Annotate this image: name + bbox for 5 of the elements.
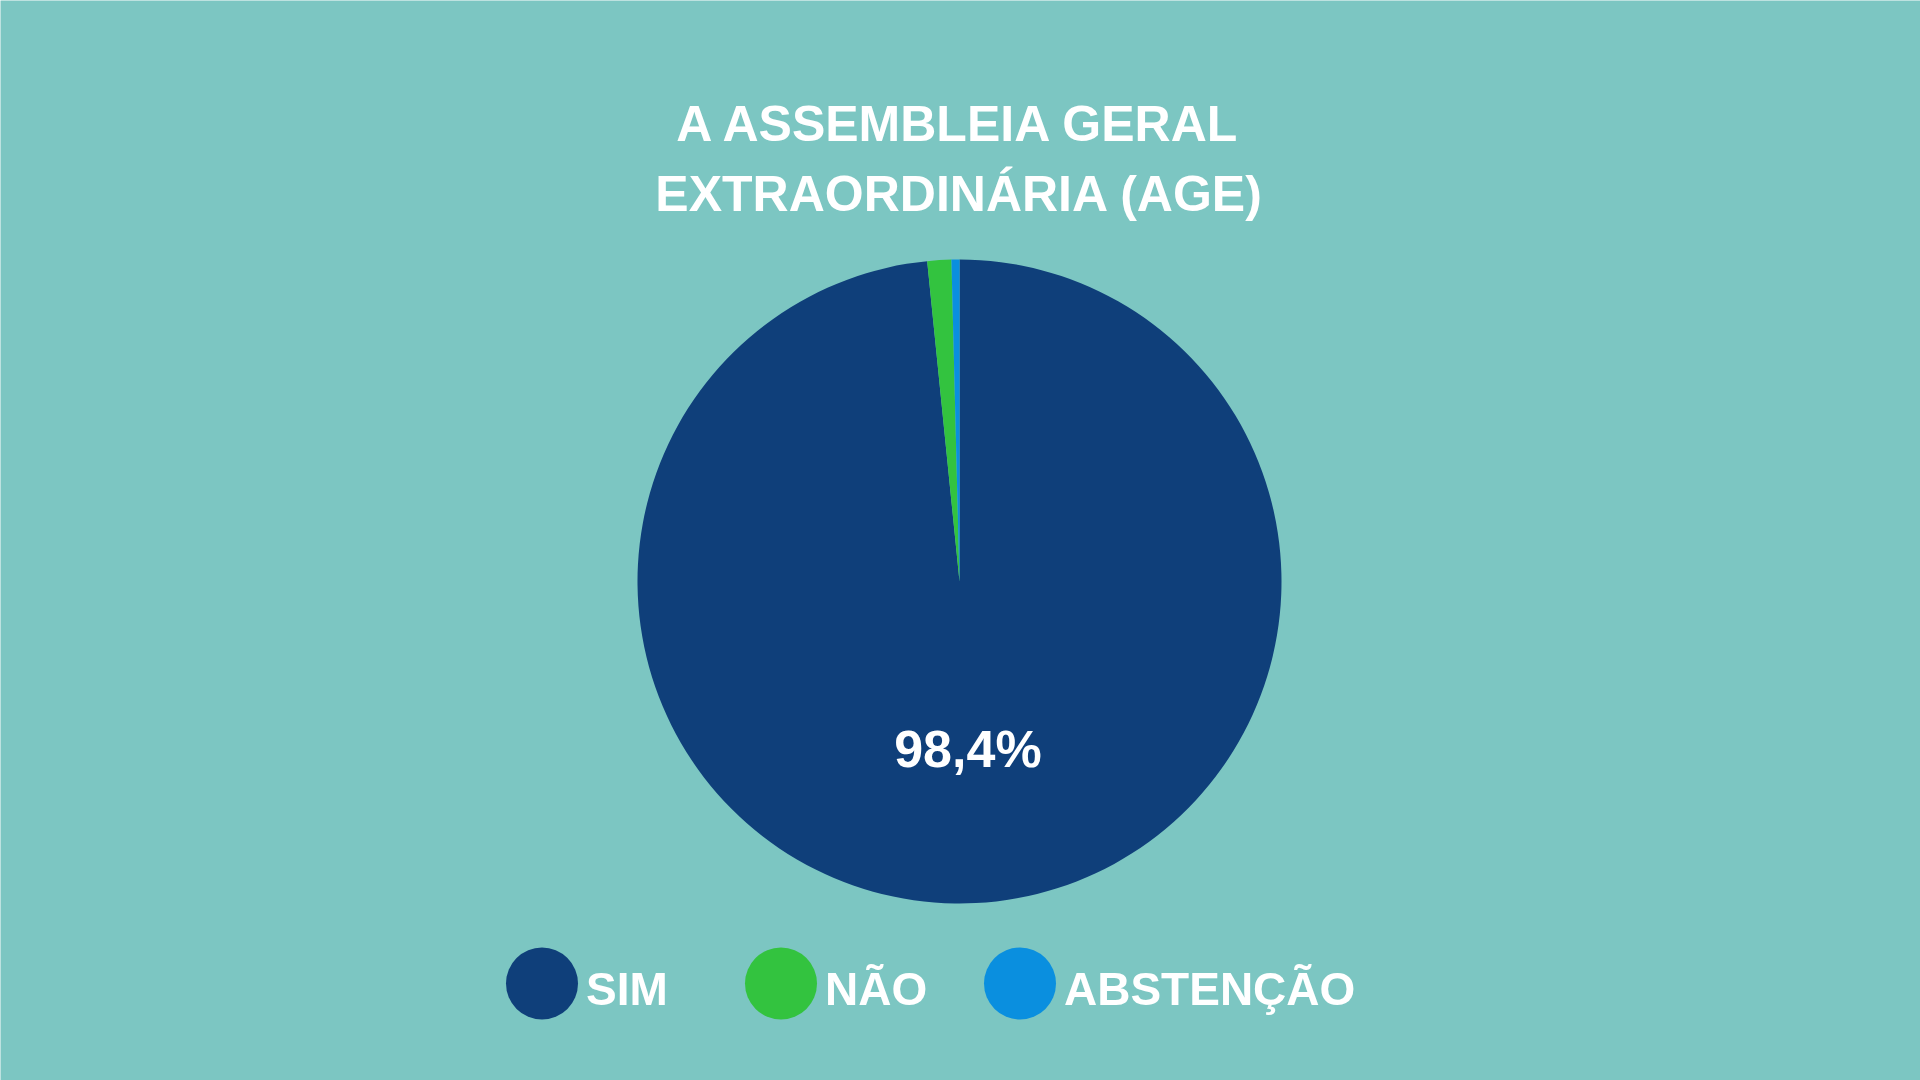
data-label: 98,4% [894, 719, 1042, 778]
chart-title: A ASSEMBLEIA GERAL EXTRAORDINÁRIA (AGE) [655, 95, 1262, 222]
legend-label: SIM [586, 962, 668, 1015]
legend-label: ABSTENÇÃO [1064, 962, 1356, 1015]
legend-label: NÃO [825, 962, 928, 1015]
